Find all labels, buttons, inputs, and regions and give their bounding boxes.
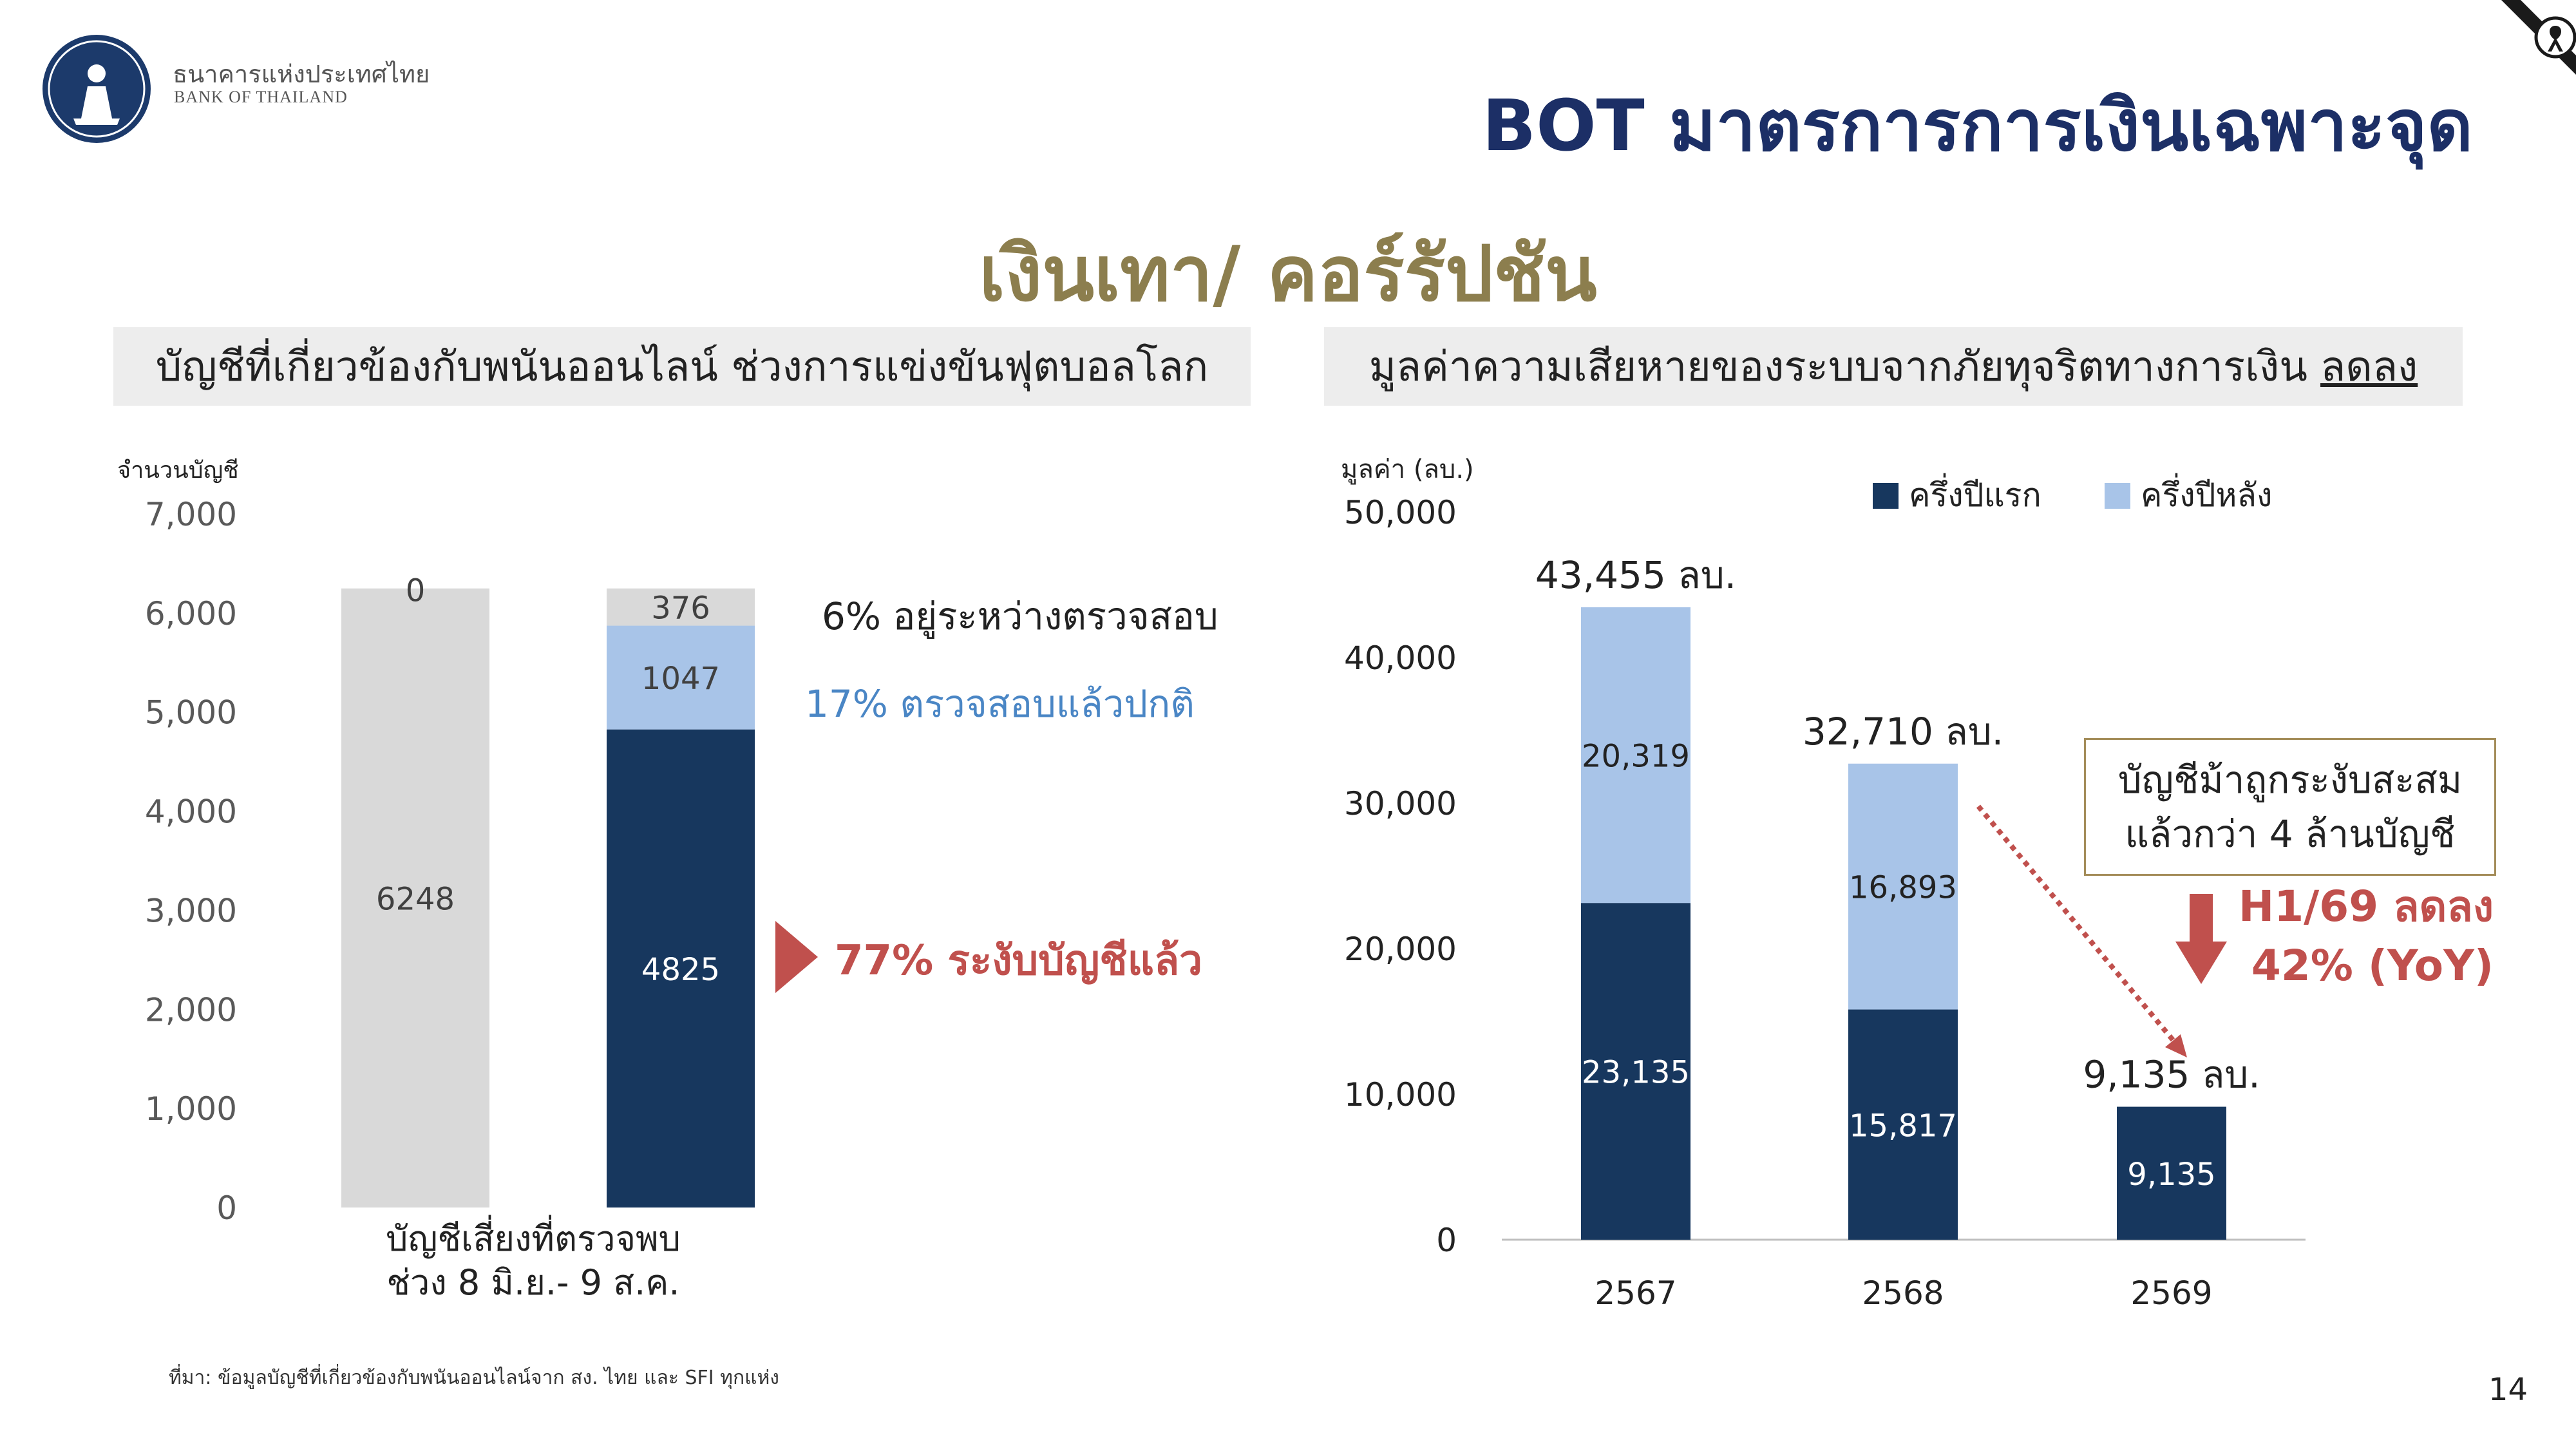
left-y-tick-label: 1,000 [145, 1090, 237, 1128]
left-y-tick-label: 2,000 [145, 991, 237, 1028]
page-number: 14 [2488, 1372, 2528, 1408]
logo-text-english: BANK OF THAILAND [174, 88, 348, 106]
left-panel-heading: บัญชีที่เกี่ยวข้องกับพนันออนไลน์ ช่วงการ… [113, 327, 1251, 406]
right-bar-segment [1848, 1009, 1958, 1240]
left-bar-segment [607, 588, 755, 626]
trend-dotted-arrow-line [1976, 804, 2179, 1046]
h1-decline-line-1: H1/69 ลดลง [2239, 882, 2494, 931]
right-bar-total-label: 43,455 ลบ. [1535, 553, 1736, 597]
left-y-axis-label: จำนวนบัญชี [117, 457, 239, 484]
left-bar-value-label: 6248 [376, 881, 455, 917]
page-title: BOT มาตรการการเงินเฉพาะจุด [1482, 84, 2473, 167]
right-panel-heading-text: มูลค่าความเสียหายของระบบจากภัยทุจริตทางก… [1368, 343, 2308, 391]
h1-decline-note: H1/69 ลดลง 42% (YoY) [2239, 877, 2494, 996]
legend-label: ครึ่งปีแรก [1909, 473, 2041, 514]
note-pending: 6% อยู่ระหว่างตรวจสอบ [822, 594, 1218, 638]
right-y-tick-label: 40,000 [1344, 639, 1457, 677]
right-bar-value-label: 23,135 [1582, 1055, 1690, 1091]
right-bar-value-label: 15,817 [1849, 1108, 1957, 1144]
left-y-tick-label: 0 [216, 1189, 237, 1227]
right-y-tick-label: 30,000 [1344, 785, 1457, 822]
right-bar-segment [2117, 1106, 2226, 1240]
right-panel-heading-underlined: ลดลง [2320, 343, 2418, 391]
right-bar-segment [1848, 763, 1958, 1010]
page-subtitle: เงินเทา/ คอร์รัปชัน [979, 229, 1597, 318]
left-bar-segment [607, 625, 755, 730]
left-bar-value-label: 1047 [641, 661, 720, 697]
right-y-axis-label: มูลค่า (ลบ.) [1341, 455, 1474, 484]
right-bar-chart: มูลค่า (ลบ.) 0 10,000 20,000 30,000 40,000 50,… [1341, 455, 2306, 1312]
legend-swatch [1873, 483, 1899, 509]
left-panel-heading-text: บัญชีที่เกี่ยวข้องกับพนันออนไลน์ ช่วงการ… [155, 343, 1209, 391]
callout-line-1: บัญชีม้าถูกระงับสะสม [2117, 758, 2463, 802]
right-y-tick-label: 10,000 [1344, 1076, 1457, 1113]
left-category-label: บัญชีเสี่ยงที่ตรวจพบ [386, 1215, 681, 1259]
right-x-tick-label: 2567 [1595, 1274, 1676, 1312]
mourning-ribbon-icon [2501, 0, 2576, 75]
note-suspended: 77% ระงับบัญชีแล้ว [835, 937, 1203, 985]
arrow-down-icon [2175, 894, 2227, 984]
legend-label: ครึ่งปีหลัง [2141, 473, 2272, 514]
left-bar-segment [341, 588, 489, 1208]
left-y-tick-label: 6,000 [145, 595, 237, 632]
right-y-tick-label: 20,000 [1344, 931, 1457, 968]
left-y-tick-label: 5,000 [145, 694, 237, 732]
left-y-tick-label: 7,000 [145, 496, 237, 533]
right-bar-value-label: 20,319 [1582, 739, 1690, 775]
bot-logo [43, 35, 151, 143]
right-bar-value-label: 9,135 [2127, 1157, 2215, 1193]
source-note: ที่มา: ข้อมูลบัญชีที่เกี่ยวข้องกับพนันออ… [169, 1367, 779, 1389]
left-bar-value-label: 376 [651, 591, 710, 627]
triangle-pointer-icon [775, 921, 818, 993]
left-bar-chart: จำนวนบัญชี 0 1,000 2,000 3,000 4,000 5,000 6,00… [117, 457, 755, 1303]
right-y-tick-label: 50,000 [1344, 494, 1457, 531]
left-category-label: ช่วง 8 มิ.ย.- 9 ส.ค. [386, 1262, 679, 1303]
logo-text-thai: ธนาคารแห่งประเทศไทย [173, 60, 430, 88]
right-bar-segment [1581, 903, 1690, 1240]
right-bar-total-label: 32,710 ลบ. [1803, 710, 2003, 753]
right-x-tick-label: 2568 [1862, 1274, 1944, 1312]
h1-decline-line-2: 42% (YoY) [2251, 941, 2494, 990]
left-y-tick-label: 3,000 [145, 892, 237, 929]
right-bar-value-label: 16,893 [1849, 870, 1957, 906]
legend-swatch [2105, 483, 2130, 509]
left-y-tick-label: 4,000 [145, 793, 237, 831]
left-bar-top-label: 0 [406, 573, 426, 609]
right-bar-segment [1581, 607, 1690, 904]
trend-arrowhead-icon [2165, 1034, 2187, 1057]
mule-accounts-callout: บัญชีม้าถูกระงับสะสม แล้วกว่า 4 ล้านบัญช… [2084, 738, 2496, 876]
right-y-tick-label: 0 [1436, 1222, 1457, 1259]
right-x-tick-label: 2569 [2130, 1274, 2212, 1312]
bot-emblem-icon [48, 40, 146, 138]
left-bar-value-label: 4825 [641, 952, 720, 988]
right-panel-heading: มูลค่าความเสียหายของระบบจากภัยทุจริตทางก… [1324, 327, 2463, 406]
callout-line-2: แล้วกว่า 4 ล้านบัญชี [2125, 812, 2456, 856]
left-bar-segment [607, 729, 755, 1208]
right-bar-total-label: 9,135 ลบ. [2083, 1053, 2260, 1097]
note-normal: 17% ตรวจสอบแล้วปกติ [805, 682, 1195, 726]
